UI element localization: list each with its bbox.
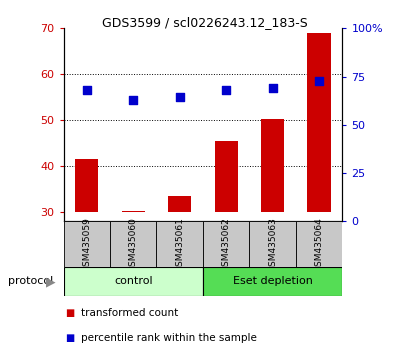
Text: GSM435064: GSM435064 — [314, 217, 323, 272]
Bar — [249, 221, 295, 267]
Text: protocol: protocol — [8, 276, 53, 286]
Text: ▶: ▶ — [46, 275, 55, 288]
Text: GDS3599 / scl0226243.12_183-S: GDS3599 / scl0226243.12_183-S — [102, 16, 307, 29]
Point — [222, 87, 229, 93]
Bar — [156, 221, 202, 267]
Text: GSM435060: GSM435060 — [128, 217, 137, 272]
Bar — [75, 159, 98, 212]
Bar — [110, 221, 156, 267]
Text: percentile rank within the sample: percentile rank within the sample — [81, 333, 256, 343]
Text: GSM435061: GSM435061 — [175, 217, 184, 272]
Text: GSM435062: GSM435062 — [221, 217, 230, 272]
Bar — [261, 119, 283, 212]
Bar — [168, 196, 191, 212]
Text: GSM435063: GSM435063 — [267, 217, 276, 272]
Bar — [121, 211, 144, 212]
Point — [269, 85, 275, 91]
Bar — [295, 221, 342, 267]
Bar — [63, 267, 202, 296]
Text: control: control — [114, 276, 152, 286]
Bar — [202, 221, 249, 267]
Bar — [307, 33, 330, 212]
Point — [83, 87, 90, 93]
Bar — [63, 221, 110, 267]
Text: GSM435059: GSM435059 — [82, 217, 91, 272]
Text: ■: ■ — [65, 308, 75, 318]
Text: transformed count: transformed count — [81, 308, 178, 318]
Text: Eset depletion: Eset depletion — [232, 276, 312, 286]
Point — [315, 78, 321, 84]
Bar — [202, 267, 342, 296]
Point — [176, 95, 182, 100]
Text: ■: ■ — [65, 333, 75, 343]
Point — [130, 97, 136, 102]
Bar — [214, 141, 237, 212]
